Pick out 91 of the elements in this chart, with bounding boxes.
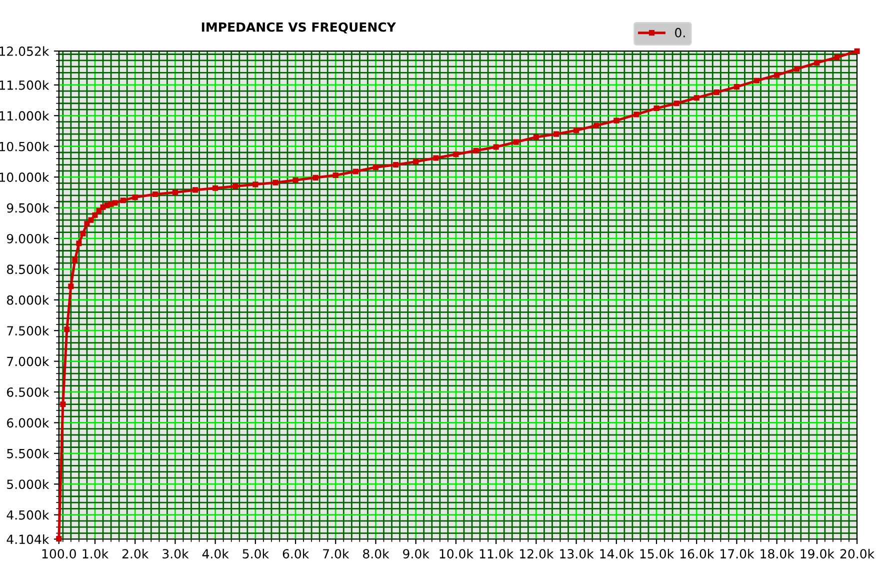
point: [212, 185, 218, 191]
x-tick-label: 14.0k: [600, 548, 634, 559]
point: [60, 401, 66, 408]
point: [493, 144, 499, 150]
point: [774, 72, 780, 78]
x-tick-label: 8.0k: [363, 548, 390, 559]
x-tick-label: 2.0k: [122, 548, 149, 559]
point: [413, 158, 419, 164]
point: [72, 257, 78, 263]
x-tick-label: 4.0k: [202, 548, 229, 559]
chart-title: IMPEDANCE VS FREQUENCY: [202, 22, 396, 34]
point: [84, 220, 90, 227]
point: [694, 95, 700, 101]
y-tick-label: 4.104k: [6, 534, 50, 544]
point: [292, 177, 298, 183]
x-tick-label: 17.0k: [720, 548, 754, 559]
x-tick-label: 10.0k: [440, 548, 474, 559]
point: [594, 122, 600, 128]
point: [794, 66, 800, 72]
x-tick-label: 6.0k: [282, 548, 310, 559]
point: [332, 172, 338, 178]
x-tick-label: 7.0k: [323, 548, 350, 559]
point: [132, 194, 138, 200]
x-tick-label: 13.0k: [560, 548, 594, 559]
point: [172, 190, 178, 196]
point: [92, 212, 98, 218]
point: [433, 155, 439, 161]
y-tick-label: 8.500k: [6, 264, 50, 274]
x-tick-label: 1.0k: [82, 548, 109, 559]
point: [393, 162, 399, 168]
point: [80, 230, 86, 236]
point: [573, 128, 580, 134]
x-tick-label: 16.0k: [680, 548, 714, 559]
point: [533, 134, 539, 140]
point: [714, 90, 720, 96]
point: [88, 217, 94, 223]
point: [834, 54, 840, 60]
point: [152, 191, 158, 198]
point: [120, 198, 126, 204]
x-tick-label: 100.0: [42, 549, 76, 559]
point: [312, 174, 318, 180]
point: [553, 131, 559, 137]
x-tick-label: 9.0k: [403, 548, 430, 559]
y-tick-label: 7.000k: [7, 356, 50, 366]
point: [352, 168, 358, 174]
y-tick-label: 12.052k: [0, 46, 50, 56]
y-tick-label: 8.000k: [6, 295, 50, 305]
point: [96, 208, 102, 214]
point: [104, 202, 110, 208]
y-tick-label: 6.500k: [7, 387, 50, 397]
point: [76, 240, 82, 246]
point: [674, 100, 680, 106]
y-tick-label: 7.500k: [7, 326, 50, 336]
point: [654, 106, 660, 112]
point: [614, 118, 620, 124]
point: [754, 78, 760, 84]
x-tick-label: 12.0k: [520, 548, 554, 559]
y-tick-label: 4.500k: [6, 510, 50, 520]
legend-label: 0.: [675, 28, 685, 38]
point: [232, 183, 238, 190]
point: [473, 148, 479, 154]
point: [100, 204, 106, 210]
x-tick-label: 11.0k: [480, 548, 514, 559]
y-tick-label: 9.500k: [6, 203, 50, 213]
point: [272, 180, 278, 186]
point: [192, 187, 198, 193]
x-tick-label: 20.0k: [840, 548, 875, 559]
x-tick-label: 19.0k: [800, 548, 834, 559]
point: [854, 48, 860, 54]
y-tick-label: 6.000k: [7, 418, 50, 428]
point: [68, 284, 74, 290]
point: [734, 84, 740, 90]
y-tick-label: 5.000k: [7, 479, 50, 490]
point: [814, 60, 820, 66]
point: [252, 182, 258, 188]
y-tick-label: 11.500k: [0, 80, 50, 90]
y-tick-label: 10.500k: [0, 142, 50, 152]
x-tick-label: 15.0k: [640, 548, 674, 559]
x-tick-label: 18.0k: [760, 548, 794, 559]
y-tick-label: 11.000k: [0, 110, 50, 121]
point: [453, 152, 459, 158]
point: [513, 139, 519, 145]
point: [112, 200, 118, 206]
x-tick-label: 5.0k: [242, 548, 269, 559]
y-tick-label: 5.500k: [7, 448, 50, 458]
point: [634, 112, 640, 118]
x-tick-label: 3.0k: [162, 548, 189, 559]
point: [64, 326, 70, 332]
point: [372, 164, 379, 170]
y-tick-label: 9.000k: [6, 234, 50, 244]
y-tick-label: 10.000k: [0, 172, 50, 182]
